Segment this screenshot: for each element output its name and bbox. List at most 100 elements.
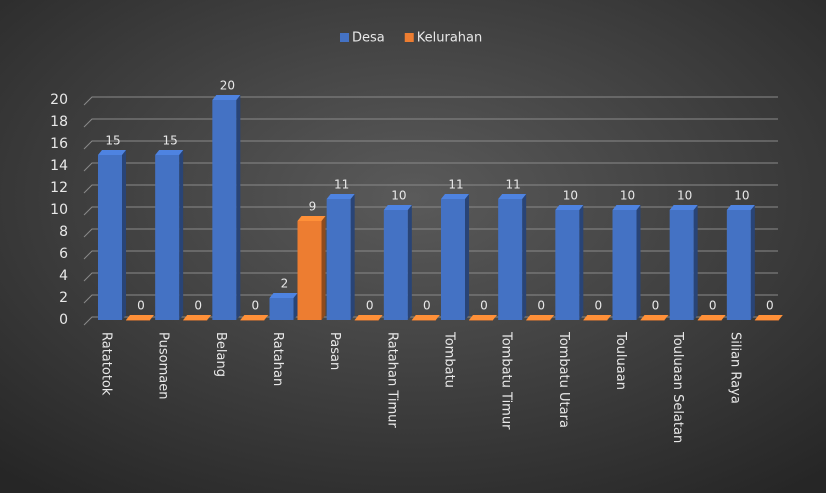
bar: [526, 320, 551, 321]
bar: [555, 210, 580, 320]
bar-top: [212, 95, 241, 100]
grid-line: [83, 96, 778, 106]
data-label: 10: [563, 189, 578, 203]
y-tick-label: 0: [59, 312, 68, 328]
data-label: 20: [220, 79, 235, 93]
bar-top: [155, 150, 184, 155]
bar-top: [669, 205, 698, 210]
grid-line: [83, 294, 778, 304]
bar: [155, 155, 180, 320]
bar-top: [555, 205, 584, 210]
x-tick-label: Ratahan Timur: [384, 332, 399, 428]
data-label: 0: [537, 299, 545, 313]
data-label: 15: [105, 134, 120, 148]
data-label: 10: [677, 189, 692, 203]
x-tick-label: Ratatotok: [99, 332, 114, 396]
bar: [726, 210, 751, 320]
bar-side: [465, 194, 469, 320]
x-tick-label: Tombatu: [442, 331, 457, 388]
grid-line: [83, 162, 778, 172]
bar-side: [636, 205, 641, 320]
bar-side: [122, 150, 126, 320]
bar-side: [522, 194, 527, 320]
legend-label: Desa: [352, 31, 385, 46]
y-tick-label: 8: [59, 224, 68, 240]
bar-top: [269, 293, 298, 298]
bar: [98, 155, 122, 320]
x-tick-label: Touluaan Selatan: [670, 331, 685, 443]
bar: [269, 298, 294, 320]
bar-side: [579, 205, 584, 320]
data-label: 0: [194, 299, 202, 313]
data-label: 0: [709, 299, 717, 313]
bar-side: [293, 293, 298, 320]
data-label: 2: [281, 277, 289, 291]
y-tick-label: 12: [50, 180, 68, 196]
bar: [469, 320, 493, 321]
x-tick-label: Tombatu Timur: [499, 331, 514, 430]
bar-top: [297, 216, 326, 221]
y-tick-label: 10: [50, 202, 68, 218]
bar-top: [126, 315, 154, 320]
grid-line: [83, 250, 778, 260]
data-label: 0: [595, 299, 603, 313]
y-tick-label: 18: [50, 114, 68, 130]
bar: [754, 320, 779, 321]
bar: [383, 210, 408, 320]
data-label: 10: [734, 189, 749, 203]
grid-line: [83, 206, 778, 216]
bar: [669, 210, 694, 320]
data-label: 15: [163, 134, 178, 148]
y-tick-label: 14: [50, 158, 68, 174]
x-tick-label: Belang: [213, 332, 228, 377]
grid-line: [83, 140, 778, 150]
bar-top: [183, 315, 212, 320]
data-label: 10: [391, 189, 406, 203]
x-tick-label: Touluaan: [613, 331, 628, 390]
legend-swatch: [404, 33, 414, 42]
y-tick-label: 6: [59, 246, 68, 262]
data-label: 11: [506, 178, 521, 192]
data-label: 9: [309, 200, 317, 214]
data-label: 0: [652, 299, 660, 313]
bar-side: [179, 150, 184, 320]
bar-top: [498, 194, 527, 199]
data-label: 0: [480, 299, 488, 313]
bar-top: [697, 315, 726, 320]
bar: [640, 320, 665, 321]
x-tick-label: Ratahan: [270, 332, 285, 386]
bar: [498, 199, 523, 320]
bar-top: [383, 205, 412, 210]
bar-side: [407, 205, 412, 320]
bar: [697, 320, 722, 321]
x-tick-label: Pasan: [327, 332, 342, 370]
bar-side: [321, 216, 326, 320]
data-label: 0: [252, 299, 260, 313]
bar-top: [98, 150, 126, 155]
bar-top: [354, 315, 383, 320]
x-tick-label: Tombatu Utara: [556, 331, 571, 428]
bar-side: [236, 95, 241, 320]
grid-line: [83, 228, 778, 238]
bar-side: [750, 205, 755, 320]
data-label: 0: [423, 299, 431, 313]
data-label: 0: [366, 299, 374, 313]
bar-top: [583, 315, 612, 320]
bar: [583, 320, 608, 321]
bar: [183, 320, 208, 321]
bar: [240, 320, 265, 321]
bar-top: [411, 315, 440, 320]
bar-top: [726, 205, 755, 210]
bar: [441, 199, 465, 320]
y-tick-label: 2: [59, 290, 68, 306]
y-tick-label: 20: [50, 92, 68, 108]
grid-line: [83, 118, 778, 128]
y-tick-label: 16: [50, 136, 68, 152]
grid-line: [83, 272, 778, 282]
bar-top: [640, 315, 669, 320]
bar: [411, 320, 436, 321]
data-label: 10: [620, 189, 635, 203]
bar-side: [350, 194, 355, 320]
bar: [612, 210, 637, 320]
